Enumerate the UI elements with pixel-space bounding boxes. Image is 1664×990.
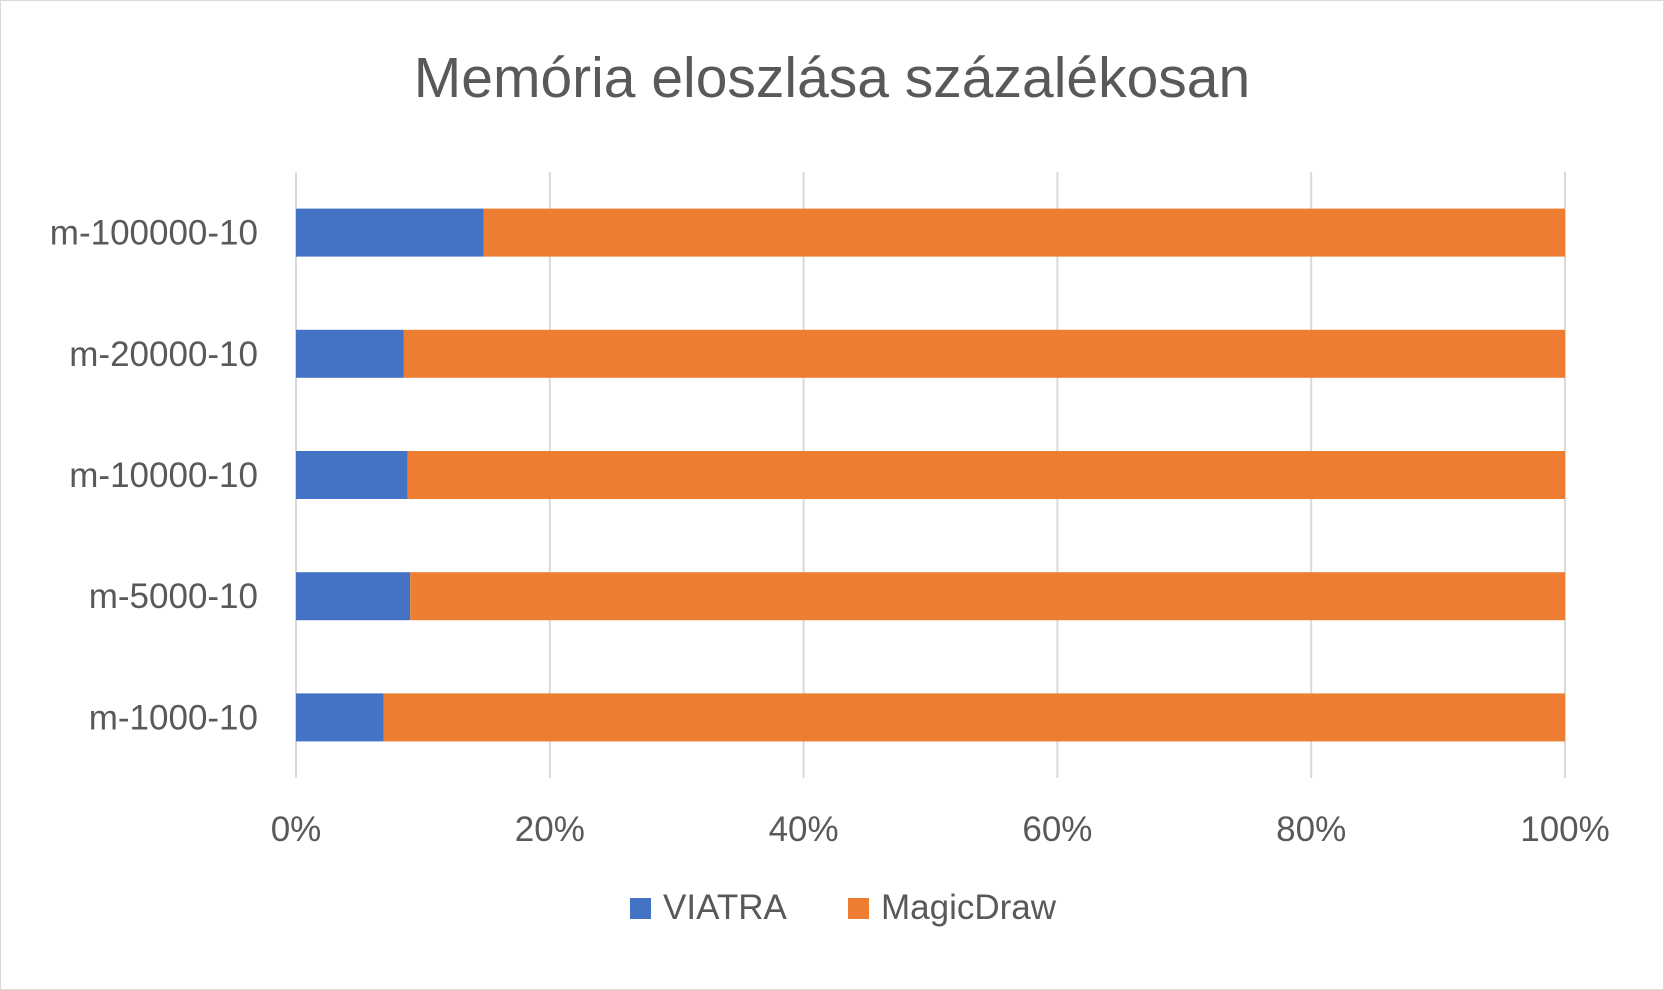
bar-viatra-m-1000-10 — [296, 693, 384, 742]
category-axis: m-100000-10 m-20000-10 m-10000-10 m-5000-10… — [50, 214, 258, 738]
category-label: m-10000-10 — [69, 456, 258, 495]
category-label: m-5000-10 — [89, 577, 258, 616]
value-axis: 0% 20% 40% 60% 80% 100% — [271, 810, 1610, 849]
bar-magicdraw-m-1000-10 — [383, 693, 1565, 742]
x-tick-label: 80% — [1276, 810, 1346, 849]
legend-label-viatra: VIATRA — [663, 888, 787, 927]
x-tick-label: 20% — [515, 810, 585, 849]
bar-viatra-m-10000-10 — [296, 451, 408, 499]
bar-magicdraw-m-100000-10 — [483, 208, 1565, 257]
chart-title: Memória eloszlása százalékosan — [414, 46, 1250, 110]
legend-label-magicdraw: MagicDraw — [881, 888, 1057, 927]
category-label: m-100000-10 — [50, 214, 258, 253]
x-tick-label: 40% — [769, 810, 839, 849]
bar-magicdraw-m-10000-10 — [407, 451, 1565, 499]
category-label: m-20000-10 — [69, 335, 258, 374]
bar-viatra-m-100000-10 — [296, 208, 484, 257]
category-label: m-1000-10 — [89, 698, 258, 737]
bars — [296, 208, 1566, 742]
legend: VIATRA MagicDraw — [630, 888, 1057, 927]
bar-viatra-m-5000-10 — [296, 572, 411, 621]
x-tick-label: 60% — [1022, 810, 1092, 849]
x-tick-label: 0% — [271, 810, 322, 849]
bar-magicdraw-m-20000-10 — [403, 329, 1565, 378]
bar-magicdraw-m-5000-10 — [410, 572, 1566, 621]
x-tick-label: 100% — [1520, 810, 1610, 849]
legend-swatch-magicdraw — [848, 898, 869, 919]
legend-swatch-viatra — [630, 898, 651, 919]
bar-viatra-m-20000-10 — [296, 329, 404, 378]
